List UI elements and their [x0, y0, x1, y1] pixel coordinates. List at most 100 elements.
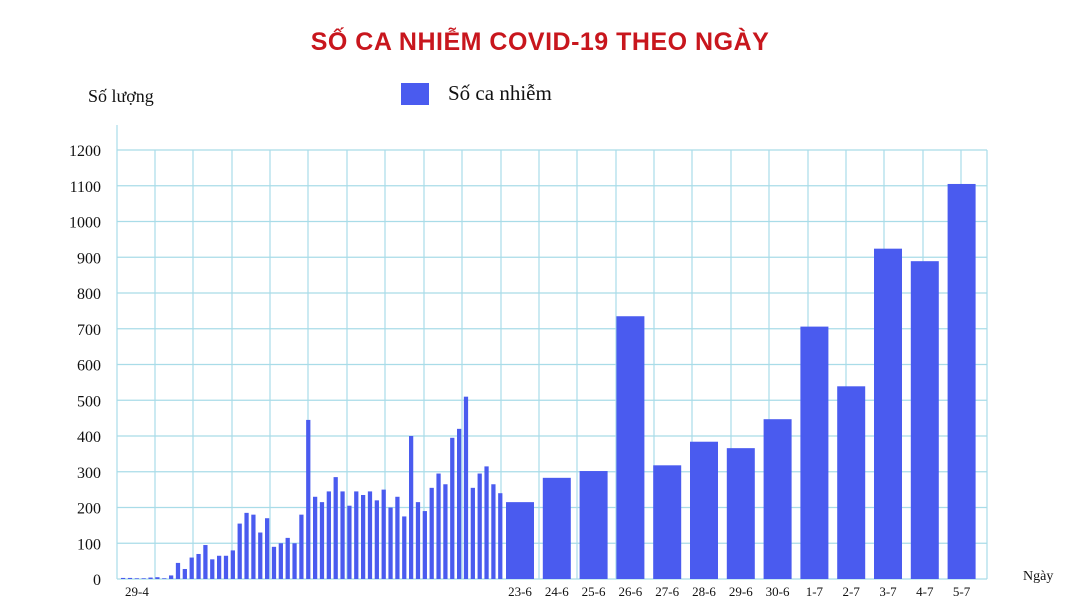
bar-early — [326, 491, 331, 579]
y-tick-label: 900 — [77, 250, 101, 267]
x-tick-label: 2-7 — [843, 584, 861, 599]
bar-early — [429, 487, 434, 579]
bar-early — [285, 537, 290, 579]
x-tick-label: 5-7 — [953, 584, 971, 599]
bar-early — [402, 516, 407, 579]
x-tick-label: 4-7 — [916, 584, 934, 599]
bar-early — [361, 494, 366, 579]
bar-early — [347, 505, 352, 579]
bar-early — [258, 532, 263, 579]
bar-early — [134, 578, 139, 579]
bar-early — [217, 555, 222, 579]
bar-early — [196, 553, 201, 579]
bar-day — [690, 441, 718, 579]
x-tick-label: 26-6 — [618, 584, 642, 599]
bar-early — [484, 466, 489, 579]
bar-early — [354, 491, 359, 579]
x-tick-label: 30-6 — [766, 584, 790, 599]
chart-title: SỐ CA NHIỄM COVID-19 THEO NGÀY — [310, 28, 770, 56]
bar-day — [837, 386, 866, 579]
x-tick-label: 1-7 — [806, 584, 824, 599]
y-tick-label: 300 — [77, 465, 101, 482]
bar-early — [381, 489, 386, 579]
bar-early — [388, 507, 393, 579]
bar-early — [210, 559, 215, 579]
bar-early — [203, 545, 208, 579]
bar-early — [333, 477, 338, 579]
bar-early — [450, 437, 455, 579]
bar-early — [374, 500, 379, 579]
y-tick-label: 1100 — [70, 179, 101, 196]
bar-early — [230, 550, 235, 579]
bar-early — [141, 578, 146, 579]
y-tick-label: 200 — [77, 501, 101, 518]
bar-early — [409, 436, 414, 579]
bar-early — [319, 502, 325, 579]
bar-early — [491, 484, 496, 579]
y-tick-label: 1000 — [69, 215, 101, 232]
bar-early — [498, 493, 503, 579]
bar-early — [443, 484, 448, 579]
bar-day — [726, 448, 755, 579]
bar-early — [148, 577, 153, 579]
bar-day — [874, 248, 902, 580]
bar-early — [457, 428, 462, 579]
legend-label: Số ca nhiễm — [448, 81, 552, 105]
y-tick-label: 1200 — [69, 143, 101, 160]
x-tick-label: 25-6 — [582, 584, 606, 599]
bar-early — [244, 512, 249, 579]
bar-day — [542, 477, 571, 579]
y-tick-label: 400 — [77, 429, 101, 446]
bar-early — [436, 473, 441, 579]
bar-early — [265, 518, 270, 579]
bar-early — [223, 555, 229, 579]
bar-day — [910, 261, 939, 579]
bar-early — [395, 496, 400, 579]
bar-early — [175, 562, 181, 579]
bar-day — [653, 465, 682, 579]
x-tick-label: 3-7 — [879, 584, 897, 599]
bar-early — [463, 396, 469, 579]
x-tick-label: 28-6 — [692, 584, 716, 599]
bar-early — [271, 546, 277, 579]
y-tick-label: 800 — [77, 286, 101, 303]
y-tick-label: 500 — [77, 393, 101, 410]
x-axis-label: Ngày — [1023, 569, 1054, 584]
bar-early — [415, 502, 421, 579]
bar-early — [299, 514, 304, 579]
bar-early — [292, 543, 297, 579]
bar-day — [800, 326, 829, 579]
bar-early — [477, 473, 482, 579]
x-tick-label: 24-6 — [545, 584, 569, 599]
bar-early — [422, 511, 427, 579]
x-tick-label: 29-6 — [729, 584, 753, 599]
legend: Số ca nhiễm — [401, 81, 552, 106]
bar-day — [579, 471, 608, 579]
bar-early — [169, 575, 174, 579]
bar-day — [506, 502, 534, 579]
bar-early — [278, 543, 283, 579]
y-axis-label: Số lượng — [88, 86, 154, 106]
bar-early — [121, 577, 126, 579]
legend-swatch — [401, 82, 429, 105]
bar-early — [306, 419, 311, 579]
y-tick-label: 0 — [93, 572, 101, 589]
bar-early — [162, 578, 167, 579]
bar-early — [470, 487, 475, 579]
bar-early — [313, 496, 318, 579]
bar-day — [763, 419, 792, 579]
bar-early — [182, 568, 187, 579]
bar-day — [616, 316, 645, 579]
bar-early — [189, 557, 194, 579]
bar-early — [237, 523, 242, 579]
bar-early — [127, 577, 133, 579]
bar-early — [155, 577, 160, 579]
y-tick-label: 100 — [77, 536, 101, 553]
y-tick-label: 600 — [77, 358, 101, 375]
bar-day — [947, 183, 976, 579]
x-tick-label: 29-4 — [125, 584, 149, 599]
bar-early — [367, 491, 373, 579]
y-tick-label: 700 — [77, 322, 101, 339]
x-tick-label: 23-6 — [508, 584, 532, 599]
